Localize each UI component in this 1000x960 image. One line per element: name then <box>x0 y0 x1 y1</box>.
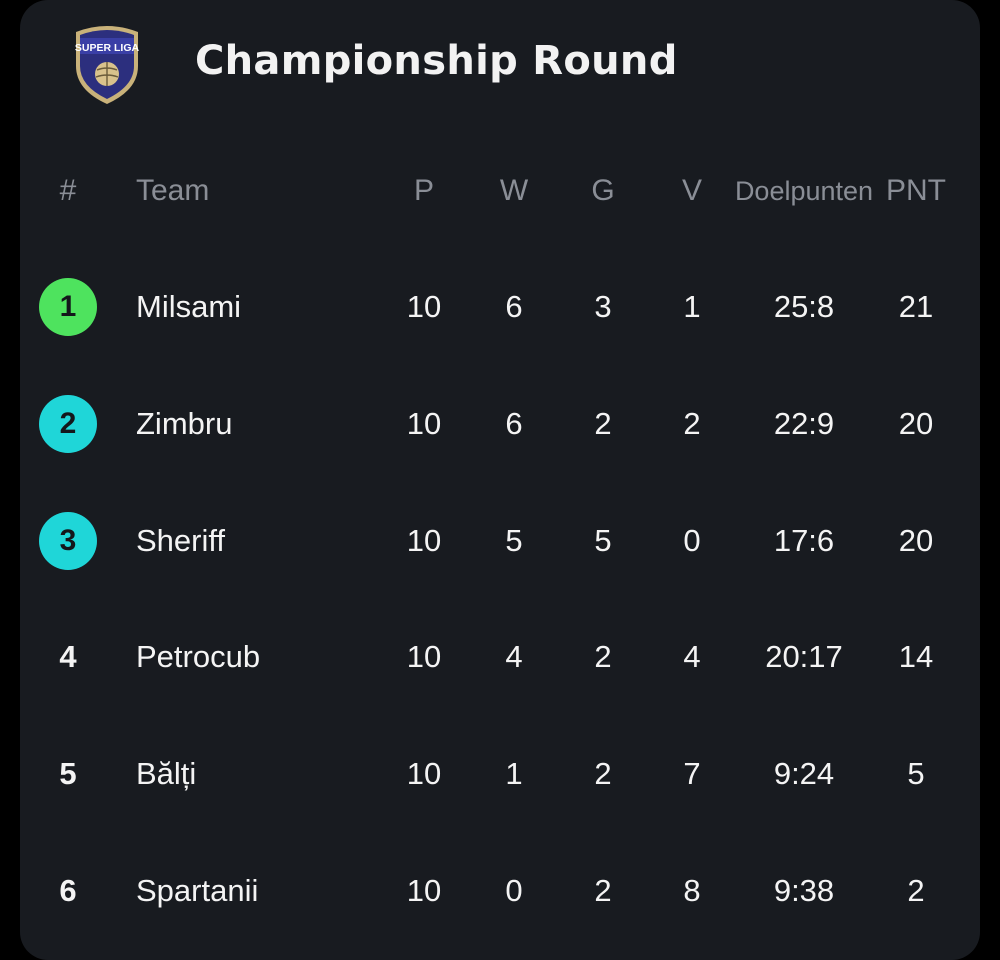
rank-cell: 5 <box>28 739 108 809</box>
table-row[interactable]: 6 Spartanii 10 0 2 8 9:38 2 <box>20 856 980 926</box>
won-cell: 5 <box>505 523 523 558</box>
lost-cell: 4 <box>683 639 701 674</box>
lost-cell: 2 <box>683 406 701 441</box>
points-cell: 5 <box>907 756 925 791</box>
rank-badge: 2 <box>39 395 97 453</box>
column-lost: V <box>681 174 702 207</box>
column-goals: Doelpunten <box>734 175 874 206</box>
team-name: Bălți <box>136 756 197 791</box>
team-name: Sheriff <box>136 523 226 558</box>
team-name: Spartanii <box>136 873 259 908</box>
drawn-cell: 3 <box>594 289 612 324</box>
points-cell: 20 <box>898 406 934 441</box>
lost-cell: 8 <box>683 873 701 908</box>
super-liga-logo: SUPER LIGA <box>72 22 142 106</box>
points-cell: 2 <box>907 873 925 908</box>
goals-cell: 17:6 <box>773 523 835 558</box>
lost-cell: 0 <box>683 523 701 558</box>
goals-cell: 20:17 <box>765 639 843 674</box>
rank-cell: 6 <box>28 856 108 926</box>
column-points: PNT <box>886 174 946 207</box>
drawn-cell: 2 <box>594 406 612 441</box>
column-won: W <box>499 174 529 207</box>
table-row[interactable]: 4 Petrocub 10 4 2 4 20:17 14 <box>20 622 980 692</box>
rank-cell: 4 <box>28 622 108 692</box>
column-rank: # <box>59 174 77 207</box>
played-cell: 10 <box>406 289 442 324</box>
rank-number: 5 <box>59 756 77 791</box>
drawn-cell: 2 <box>594 756 612 791</box>
rank-badge: 3 <box>39 512 97 570</box>
column-team: Team <box>136 174 210 207</box>
won-cell: 4 <box>505 639 523 674</box>
points-cell: 21 <box>898 289 934 324</box>
team-name: Milsami <box>136 289 242 324</box>
rank-cell: 1 <box>28 272 108 342</box>
drawn-cell: 2 <box>594 639 612 674</box>
played-cell: 10 <box>406 873 442 908</box>
played-cell: 10 <box>406 756 442 791</box>
won-cell: 6 <box>505 289 523 324</box>
played-cell: 10 <box>406 523 442 558</box>
logo-text: SUPER LIGA <box>75 42 140 54</box>
table-header: # Team P W G V Doelpunten PNT <box>20 168 980 214</box>
table-row[interactable]: 1 Milsami 10 6 3 1 25:8 21 <box>20 272 980 342</box>
won-cell: 1 <box>505 756 523 791</box>
team-name: Zimbru <box>136 406 233 441</box>
column-drawn: G <box>591 174 615 207</box>
table-row[interactable]: 2 Zimbru 10 6 2 2 22:9 20 <box>20 389 980 459</box>
goals-cell: 22:9 <box>773 406 835 441</box>
table-row[interactable]: 3 Sheriff 10 5 5 0 17:6 20 <box>20 506 980 576</box>
table-row[interactable]: 5 Bălți 10 1 2 7 9:24 5 <box>20 739 980 809</box>
points-cell: 20 <box>898 523 934 558</box>
drawn-cell: 2 <box>594 873 612 908</box>
won-cell: 6 <box>505 406 523 441</box>
goals-cell: 25:8 <box>773 289 835 324</box>
page-title: Championship Round <box>195 38 678 84</box>
rank-badge: 1 <box>39 278 97 336</box>
won-cell: 0 <box>505 873 523 908</box>
column-played: P <box>413 174 434 207</box>
points-cell: 14 <box>898 639 934 674</box>
goals-cell: 9:24 <box>773 756 835 791</box>
played-cell: 10 <box>406 639 442 674</box>
played-cell: 10 <box>406 406 442 441</box>
rank-cell: 3 <box>28 506 108 576</box>
drawn-cell: 5 <box>594 523 612 558</box>
standings-card: SUPER LIGA Championship Round # Team P W… <box>20 0 980 960</box>
lost-cell: 1 <box>683 289 701 324</box>
rank-number: 6 <box>59 873 77 908</box>
goals-cell: 9:38 <box>773 873 835 908</box>
rank-cell: 2 <box>28 389 108 459</box>
team-name: Petrocub <box>136 639 261 674</box>
rank-number: 4 <box>59 639 77 674</box>
lost-cell: 7 <box>683 756 701 791</box>
